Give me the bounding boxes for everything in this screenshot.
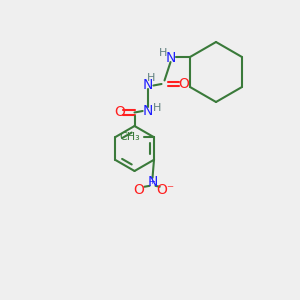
Text: N: N	[147, 175, 158, 189]
Text: H: H	[147, 73, 155, 83]
Text: +: +	[148, 177, 155, 186]
Text: H: H	[159, 48, 167, 58]
Text: O: O	[178, 77, 190, 91]
Text: H: H	[153, 103, 161, 113]
Text: N: N	[143, 104, 153, 118]
Text: O⁻: O⁻	[156, 183, 174, 197]
Text: N: N	[165, 52, 176, 65]
Text: CH₃: CH₃	[120, 132, 140, 142]
Text: O: O	[134, 183, 144, 197]
Text: N: N	[143, 79, 153, 92]
Text: O: O	[115, 106, 126, 119]
